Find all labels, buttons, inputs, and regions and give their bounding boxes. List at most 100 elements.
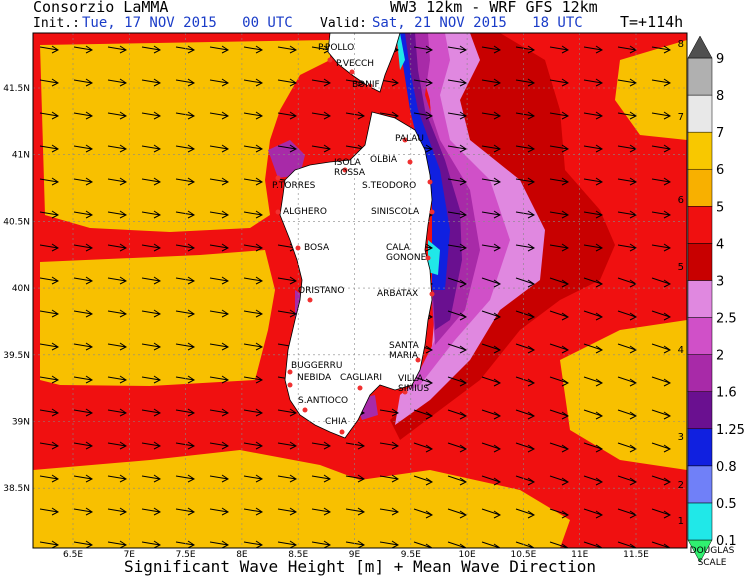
- arrow: [515, 111, 535, 120]
- arrow: [379, 507, 399, 516]
- arrow: [39, 441, 59, 450]
- arrow: [277, 507, 297, 516]
- colorbar-label: 1.6: [716, 386, 737, 401]
- arrow: [617, 310, 637, 321]
- arrow: [39, 309, 59, 318]
- place-label: GONONE: [386, 253, 427, 263]
- place-dot: [402, 389, 408, 395]
- arrow: [73, 309, 93, 318]
- arrow: [209, 507, 229, 516]
- arrow: [141, 375, 161, 384]
- arrow: [617, 409, 637, 420]
- arrow: [481, 177, 501, 186]
- arrow: [549, 541, 569, 548]
- lon-tick-label: 11E: [571, 550, 588, 560]
- arrow: [39, 507, 59, 516]
- arrow: [379, 474, 399, 483]
- lat-tick-label: 40N: [12, 284, 30, 294]
- arrow: [39, 177, 59, 186]
- arrow: [515, 376, 535, 387]
- place-label: SINISCOLA: [371, 207, 420, 217]
- arrow: [413, 45, 433, 54]
- lon-tick-label: 6.5E: [63, 550, 83, 560]
- arrow: [583, 541, 603, 548]
- arrow: [141, 441, 161, 450]
- lon-tick-label: 7E: [124, 550, 136, 560]
- colorbar-segment: [687, 428, 713, 467]
- arrow: [175, 375, 195, 384]
- arrow: [175, 111, 195, 120]
- arrow: [243, 342, 263, 351]
- arrow: [583, 277, 603, 288]
- place-label: P.POLLO: [318, 43, 354, 53]
- arrow: [243, 210, 263, 219]
- arrow: [73, 507, 93, 516]
- colorbar-segment: [687, 354, 713, 392]
- colorbar-label: 6: [716, 163, 724, 178]
- arrow: [481, 409, 501, 420]
- arrow: [651, 310, 671, 321]
- arrow: [175, 78, 195, 87]
- arrow: [175, 474, 195, 483]
- arrow: [311, 507, 331, 516]
- arrow: [277, 78, 297, 87]
- arrow: [447, 475, 467, 486]
- colorbar-segment: [687, 391, 713, 430]
- arrow: [277, 144, 297, 153]
- arrow: [515, 442, 535, 453]
- arrow: [73, 78, 93, 87]
- arrow: [243, 441, 263, 450]
- lat-tick-label: 39N: [12, 418, 30, 428]
- arrow: [583, 310, 603, 321]
- arrow: [175, 243, 195, 252]
- arrow: [141, 144, 161, 153]
- arrow: [141, 474, 161, 483]
- lat-tick-label: 41N: [12, 151, 30, 161]
- arrow: [141, 243, 161, 252]
- douglas-label: 8: [678, 39, 684, 50]
- arrow: [73, 144, 93, 153]
- graticule: [33, 33, 687, 548]
- colorbar-segment: [687, 465, 713, 504]
- arrow: [481, 78, 501, 87]
- arrow: [515, 277, 535, 288]
- arrow: [73, 276, 93, 285]
- douglas-label: 1: [678, 516, 684, 527]
- arrow: [651, 343, 671, 354]
- arrow: [311, 474, 331, 483]
- arrow: [549, 177, 569, 186]
- arrow: [73, 177, 93, 186]
- arrow: [209, 408, 229, 417]
- colorbar-segment: [687, 243, 713, 281]
- arrow: [345, 507, 365, 516]
- wave-area: [33, 450, 570, 548]
- lon-tick-label: 11.5E: [623, 550, 649, 560]
- arrow: [515, 409, 535, 420]
- arrow: [413, 541, 433, 548]
- arrow: [39, 474, 59, 483]
- arrow: [515, 541, 535, 548]
- arrow: [617, 475, 637, 486]
- arrow: [447, 409, 467, 420]
- arrow: [583, 508, 603, 519]
- arrow: [141, 276, 161, 285]
- place-dot: [275, 175, 281, 181]
- arrow: [651, 45, 671, 54]
- arrow: [73, 540, 93, 548]
- arrow: [583, 376, 603, 387]
- place-dot: [407, 159, 413, 165]
- arrow: [73, 474, 93, 483]
- arrow: [73, 375, 93, 384]
- arrow: [107, 540, 127, 548]
- arrow: [277, 540, 297, 548]
- arrow: [243, 375, 263, 384]
- arrow: [311, 144, 331, 153]
- arrow: [243, 144, 263, 153]
- arrow: [243, 474, 263, 483]
- colorbar-label: 0.1: [716, 534, 737, 549]
- arrow: [107, 408, 127, 417]
- place-dot: [415, 357, 421, 363]
- org: Consorzio LaMMA: [33, 0, 168, 16]
- colorbar-label: 9: [716, 52, 724, 67]
